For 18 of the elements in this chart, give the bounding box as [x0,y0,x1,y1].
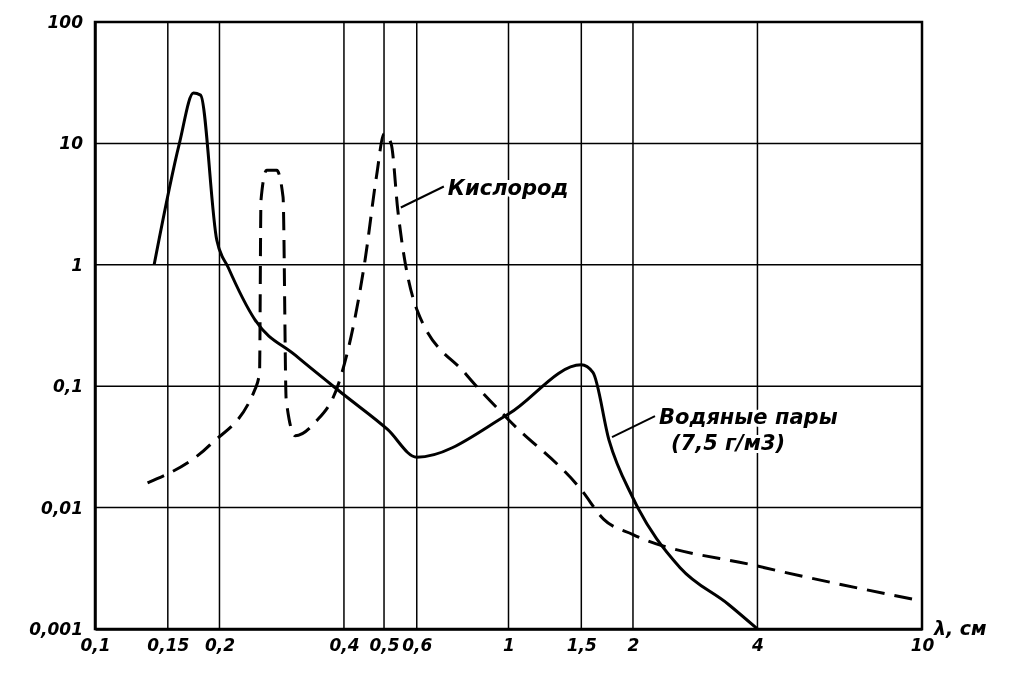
y-tick-label: 0,001 [29,618,83,639]
x-tick-label: 4 [751,635,764,656]
x-tick-label: 2 [627,635,640,656]
x-tick-label: 1 [503,635,515,656]
y-tick-label: 100 [47,11,84,32]
x-tick-label: 0,1 [80,635,111,656]
x-tick-label: 1,5 [566,635,597,656]
y-tick-label: 10 [59,133,84,154]
x-tick-label: 0,5 [369,635,400,656]
x-tick-label: 0,15 [147,635,190,656]
y-tick-label: 0,1 [52,376,83,397]
x-tick-label: 10 [910,635,935,656]
x-axis-title: λ, см [933,617,987,639]
y-tick-label: 1 [71,254,83,275]
x-tick-label: 0,4 [329,635,360,656]
x-tick-label: 0,6 [402,635,433,656]
x-tick-label: 0,2 [204,635,236,656]
y-tick-label: 0,01 [41,497,83,518]
